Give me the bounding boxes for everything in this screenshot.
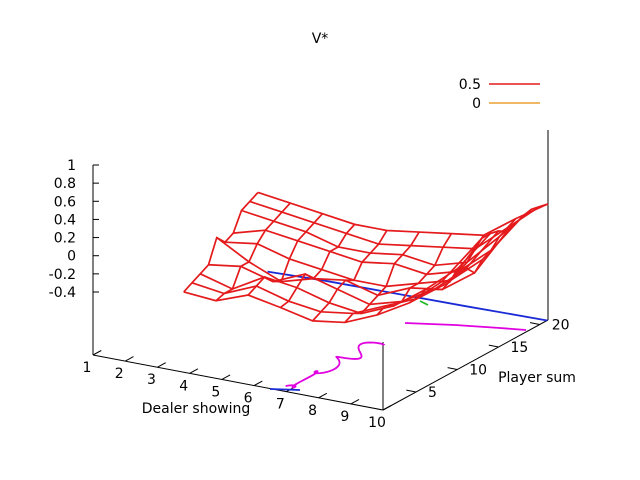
- player-tick-mark: [529, 322, 540, 325]
- surface-mesh: [183, 191, 549, 324]
- legend: 0.5 0: [459, 77, 540, 112]
- z-tick-label: 0.6: [54, 194, 76, 210]
- legend-label-series-1: 0.5: [459, 77, 481, 93]
- player-tick-mark: [406, 389, 417, 393]
- dealer-tick-mark: [382, 405, 392, 411]
- player-tick-label: 20: [552, 318, 570, 334]
- surface-row-line: [224, 224, 516, 288]
- surface-row-line: [208, 230, 500, 306]
- player-tick-label: 10: [469, 363, 487, 379]
- dealer-tick-label: 8: [308, 403, 317, 419]
- z-tick-label: 0: [67, 249, 76, 265]
- surface-column-line: [408, 234, 485, 304]
- player-tick-label: 15: [511, 340, 529, 356]
- surface-column-line: [376, 233, 453, 316]
- surface-column-line: [215, 202, 291, 302]
- dealer-tick-label: 4: [179, 378, 188, 394]
- z-tick-label: -0.2: [49, 267, 76, 283]
- surface-row-line: [199, 232, 491, 315]
- surface-column-line: [183, 191, 259, 293]
- surface-column-line: [279, 223, 356, 309]
- axis-player-right: [382, 319, 549, 411]
- dealer-tick-mark: [189, 368, 199, 374]
- chart-title: V*: [312, 31, 329, 47]
- dealer-tick-mark: [221, 374, 231, 380]
- z-tick-label: 1: [67, 158, 76, 174]
- surface-column-line: [312, 230, 388, 322]
- surface-row-line: [249, 200, 541, 250]
- dealer-tick-label: 10: [368, 415, 386, 431]
- axis-box: [92, 130, 549, 411]
- dealer-tick-mark: [157, 362, 166, 368]
- x-axis-label: Dealer showing: [142, 401, 251, 417]
- dealer-tick-label: 2: [115, 366, 124, 382]
- dealer-tick-mark: [350, 398, 360, 405]
- surface-column-line: [247, 213, 324, 296]
- axis-dealer-front: [92, 354, 384, 411]
- surface-column-line: [473, 203, 549, 248]
- surface-column-line: [344, 231, 420, 324]
- dealer-tick-label: 1: [83, 360, 92, 376]
- contour-blue-front: [269, 388, 301, 391]
- contour-magenta-right: [404, 322, 527, 331]
- dealer-tick-mark: [318, 392, 328, 399]
- dealer-tick-label: 7: [276, 397, 285, 413]
- surface-row-line: [216, 231, 508, 297]
- contour-green: [419, 300, 429, 306]
- dealer-tick-mark: [124, 356, 134, 362]
- player-tick-mark: [447, 367, 458, 370]
- dealer-tick-label: 5: [211, 384, 220, 400]
- z-tick-label: 0.2: [54, 231, 76, 247]
- player-tick-mark: [488, 344, 499, 348]
- surface-row-line: [241, 208, 533, 267]
- z-tick-label: -0.4: [49, 285, 76, 301]
- dealer-tick-label: 9: [340, 409, 349, 425]
- player-tick-label: 5: [428, 385, 437, 401]
- surface-row-line: [233, 214, 524, 276]
- z-tick-label: 0.8: [54, 176, 76, 192]
- legend-label-series-2: 0: [472, 96, 481, 112]
- dealer-tick-label: 3: [147, 372, 156, 388]
- z-tick-label: 0.4: [54, 212, 76, 228]
- tick-labels: 1 2 3 4 5 6 7 8 9 10 5 10 15 20 -0.4 -0.2 0 0.2 0.4 0.6 0.8 1: [49, 158, 570, 431]
- dealer-tick-mark: [253, 380, 263, 386]
- dealer-tick-label: 6: [244, 391, 253, 407]
- contour-magenta-wiggle: [285, 341, 386, 389]
- y-axis-label: Player sum: [498, 370, 576, 386]
- surface-row-line: [257, 191, 549, 237]
- dealer-tick-mark: [92, 350, 102, 356]
